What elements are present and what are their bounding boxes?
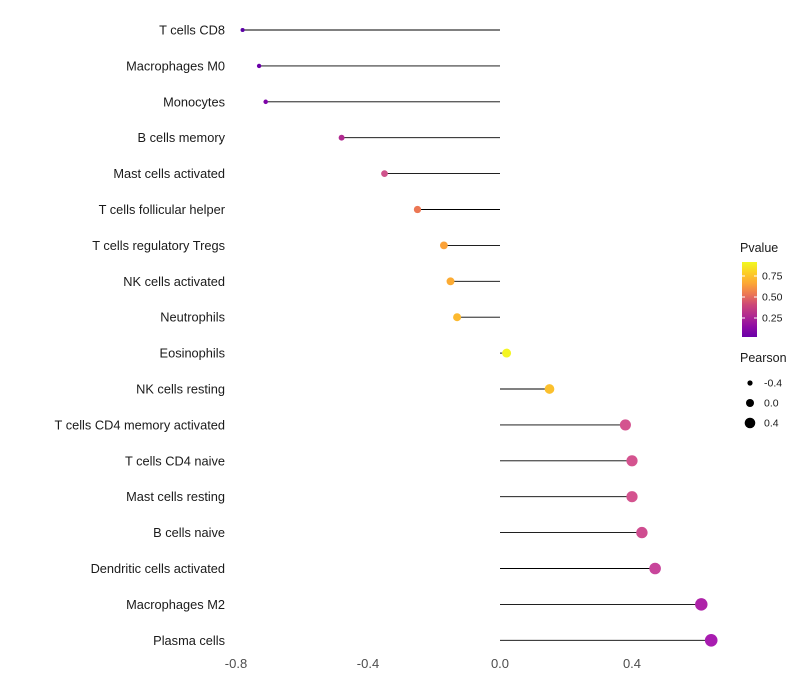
- lollipop-dot: [338, 134, 345, 141]
- category-label: B cells naive: [153, 525, 225, 540]
- x-tick-label: -0.4: [357, 656, 379, 671]
- category-label: Dendritic cells activated: [91, 561, 225, 576]
- x-tick-label: 0.0: [491, 656, 509, 671]
- pearson-legend-dot: [744, 417, 756, 429]
- lollipop-dot: [626, 491, 638, 503]
- lollipop-dot: [256, 63, 262, 69]
- category-label: Monocytes: [163, 94, 225, 109]
- pvalue-tick-label: 0.50: [762, 292, 783, 304]
- lollipop-dot: [440, 241, 448, 250]
- category-label: Eosinophils: [160, 346, 225, 361]
- category-label: T cells CD4 naive: [125, 453, 225, 468]
- lollipop-dot: [649, 562, 661, 575]
- lollipop-dot: [413, 205, 422, 214]
- category-label: T cells regulatory Tregs: [92, 238, 225, 253]
- pvalue-gradient-bar: [742, 262, 757, 337]
- category-label: Plasma cells: [153, 633, 225, 648]
- pearson-legend-label: -0.4: [764, 378, 782, 390]
- lollipop-dot: [619, 419, 631, 431]
- pearson-legend-dot: [746, 399, 754, 407]
- pearson-legend-label: 0.4: [764, 418, 779, 430]
- pearson-legend-dot: [747, 380, 753, 386]
- x-tick-label: 0.4: [623, 656, 641, 671]
- category-label: NK cells activated: [123, 274, 225, 289]
- lollipop-dot: [502, 348, 512, 358]
- x-tick-label: -0.8: [225, 656, 247, 671]
- pvalue-tick-label: 0.75: [762, 271, 783, 283]
- category-label: Neutrophils: [160, 310, 225, 325]
- lollipop-dot: [263, 99, 268, 105]
- category-label: T cells CD4 memory activated: [55, 417, 225, 432]
- lollipop-dot: [446, 277, 455, 286]
- category-label: T cells CD8: [159, 23, 225, 38]
- lollipop-dot: [381, 170, 388, 177]
- category-label: Mast cells resting: [126, 489, 225, 504]
- lollipop-dot: [636, 526, 648, 539]
- category-label: T cells follicular helper: [99, 202, 226, 217]
- pearson-legend-title: Pearson: [740, 351, 787, 365]
- lollipop-dot: [695, 598, 708, 611]
- pvalue-legend-title: Pvalue: [740, 241, 778, 255]
- category-label: NK cells resting: [136, 382, 225, 397]
- lollipop-dot: [544, 384, 555, 394]
- lollipop-dot: [453, 313, 462, 322]
- pearson-legend-label: 0.0: [764, 398, 779, 410]
- category-label: Macrophages M2: [126, 597, 225, 612]
- lollipop-dot: [704, 633, 718, 647]
- lollipop-dot: [240, 27, 245, 33]
- category-label: Macrophages M0: [126, 58, 225, 73]
- category-label: Mast cells activated: [113, 166, 225, 181]
- lollipop-dot: [626, 455, 638, 467]
- category-label: B cells memory: [138, 130, 226, 145]
- pvalue-tick-label: 0.25: [762, 313, 783, 325]
